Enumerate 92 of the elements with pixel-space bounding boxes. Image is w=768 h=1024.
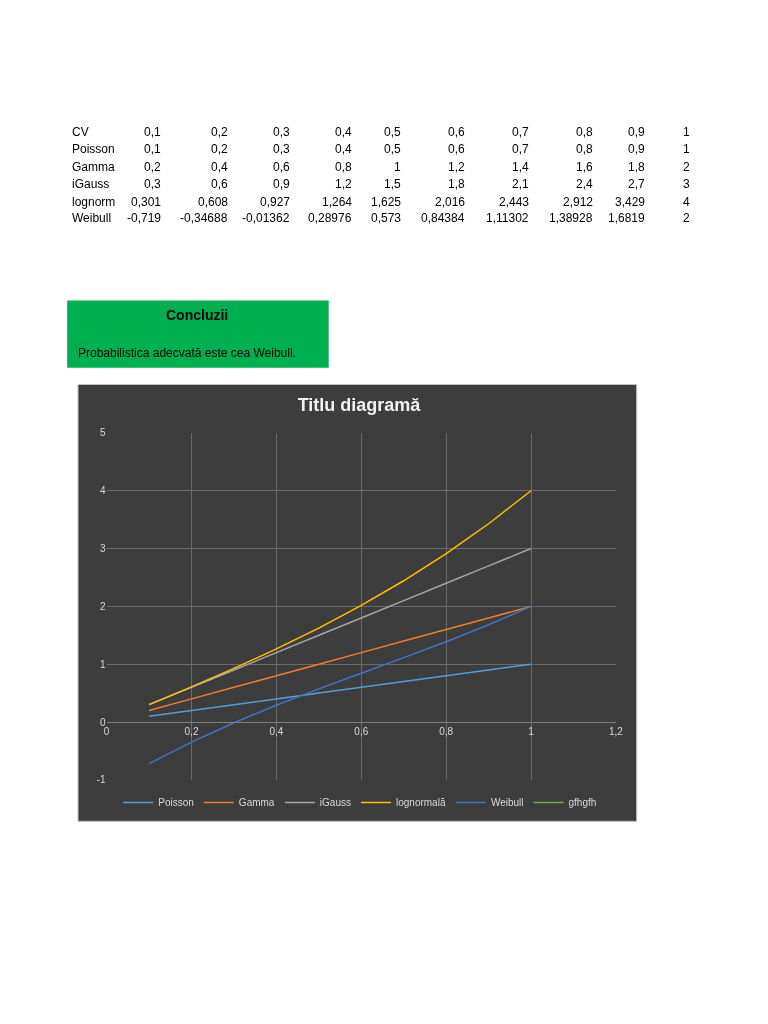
- legend-label: iGauss: [319, 797, 351, 809]
- x-tick-label: 1,2: [608, 726, 624, 738]
- text: 0,5: [384, 125, 402, 139]
- text: iGauss: [72, 177, 110, 191]
- text: 0,2: [211, 125, 229, 139]
- text: 0,2: [144, 160, 162, 174]
- x-tick-label: 0,4: [269, 726, 284, 738]
- text: 1,6: [576, 160, 594, 174]
- y-tick-label: 1: [100, 658, 107, 670]
- text: 0,301: [131, 195, 162, 209]
- text: 0,3: [273, 125, 291, 139]
- y-tick-label: 4: [100, 485, 107, 497]
- legend-label: Gamma: [238, 797, 275, 809]
- legend-label: lognormală: [395, 797, 446, 809]
- text: Weibull: [72, 211, 112, 225]
- text: Probabilistica adecvată este cea Weibull.: [78, 346, 296, 360]
- text: 0,3: [273, 142, 291, 156]
- x-tick-label: 1: [528, 726, 535, 738]
- text: 4: [683, 195, 690, 209]
- text: 3,429: [615, 195, 646, 209]
- text: 0,8: [576, 142, 594, 156]
- text: 0,84384: [421, 211, 465, 225]
- text: 1: [683, 125, 690, 139]
- text: 2,016: [435, 195, 466, 209]
- text: 1,264: [322, 195, 353, 209]
- text: 0,28976: [308, 211, 352, 225]
- y-tick-label: 2: [100, 600, 107, 612]
- text: -0,01362: [242, 211, 290, 225]
- x-tick-label: 0,2: [184, 726, 199, 738]
- text: 1,11302: [486, 211, 529, 225]
- line-series: [148, 490, 532, 706]
- y-tick-label: 5: [100, 427, 107, 439]
- chart-title: Titlu diagramă: [297, 395, 422, 416]
- text: Gamma: [72, 160, 115, 174]
- text: 0,608: [198, 195, 229, 209]
- text: 0,8: [335, 160, 353, 174]
- text: 0,6: [448, 142, 466, 156]
- text: 0,4: [335, 125, 353, 139]
- text: 2,7: [628, 177, 646, 191]
- text: 1,8: [448, 177, 466, 191]
- line-series: [148, 605, 532, 712]
- text: 0,573: [371, 211, 402, 225]
- text: 2,4: [576, 177, 594, 191]
- text: 2: [683, 160, 690, 174]
- text: 0,6: [448, 125, 466, 139]
- text: lognorm: [72, 195, 116, 209]
- text: 1,625: [371, 195, 402, 209]
- text: 1: [394, 160, 401, 174]
- text: CV: [72, 125, 89, 139]
- text: 1,4: [512, 160, 530, 174]
- text: 0,9: [628, 125, 646, 139]
- text: -0,34688: [180, 211, 228, 225]
- text: 0,1: [144, 125, 162, 139]
- text: 1,2: [335, 177, 353, 191]
- legend-label: Weibull: [490, 797, 524, 809]
- y-tick-label: 0: [100, 716, 107, 728]
- text: 2,443: [499, 195, 530, 209]
- text: 1,6819: [608, 211, 646, 225]
- text: 0,4: [335, 142, 353, 156]
- text: 1: [683, 142, 690, 156]
- text: 1,5: [384, 177, 402, 191]
- text: Poisson: [72, 142, 115, 156]
- text: 0,1: [144, 142, 162, 156]
- text: 0,3: [144, 177, 162, 191]
- text: 0,9: [273, 177, 291, 191]
- text: 1,38928: [549, 211, 593, 225]
- legend-label: Poisson: [158, 797, 194, 809]
- text: 0,4: [211, 160, 229, 174]
- line-series: [148, 663, 532, 717]
- text: 0,5: [384, 142, 402, 156]
- text: 0,7: [512, 142, 530, 156]
- y-tick-label: 3: [100, 543, 107, 555]
- x-tick-label: 0,6: [354, 726, 369, 738]
- text: 0,2: [211, 142, 229, 156]
- text: 0,6: [211, 177, 229, 191]
- line-series: [148, 605, 532, 765]
- text: -0,719: [127, 211, 162, 225]
- text: 2,1: [512, 177, 530, 191]
- text: 3: [683, 177, 690, 191]
- y-tick-label: -1: [96, 774, 107, 786]
- text: 2,912: [563, 195, 594, 209]
- text: 0,6: [273, 160, 291, 174]
- text: 0,8: [576, 125, 594, 139]
- text: 0,9: [628, 142, 646, 156]
- text: 1,8: [628, 160, 646, 174]
- text: 2: [683, 211, 690, 225]
- text: 0,927: [260, 195, 291, 209]
- text: 0,7: [512, 125, 530, 139]
- legend-label: gfhgfh: [568, 797, 597, 809]
- x-tick-label: 0,8: [439, 726, 454, 738]
- text: Concluzii: [166, 307, 229, 323]
- text: 1,2: [448, 160, 466, 174]
